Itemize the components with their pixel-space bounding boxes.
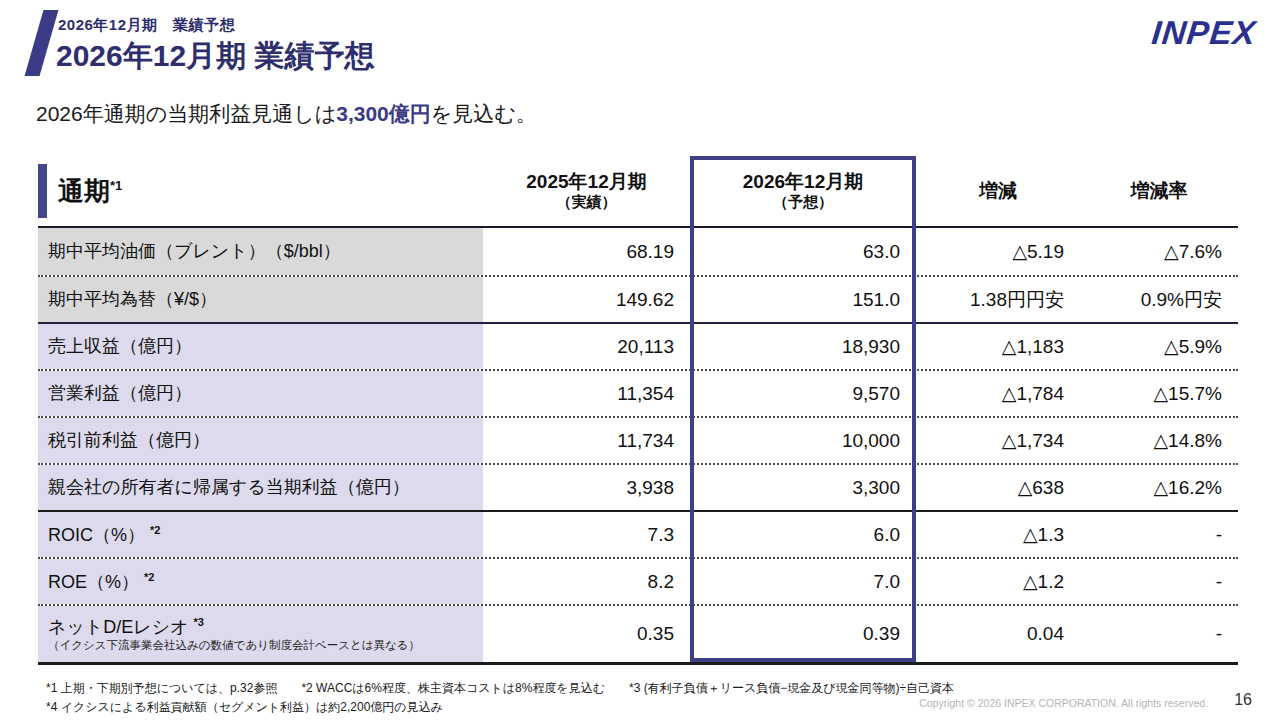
cell-change: △638 <box>916 465 1080 510</box>
corner-title-text: 通期 <box>58 176 110 206</box>
cell-change-rate: △15.7% <box>1080 371 1238 416</box>
column-header-change-rate: 増減率 <box>1080 156 1238 226</box>
cell-change: △1,183 <box>916 324 1080 369</box>
cell-2026: 63.0 <box>690 228 916 275</box>
page-title: 2026年12月期 業績予想 <box>56 36 374 77</box>
table-row-net-profit: 親会社の所有者に帰属する当期利益（億円） 3,938 3,300 △638 △1… <box>38 463 1238 510</box>
cell-2025: 0.35 <box>483 606 690 662</box>
cell-2025: 7.3 <box>483 512 690 557</box>
row-label: 売上収益（億円） <box>38 324 483 369</box>
row-label: ROE（%） *2 <box>38 559 483 604</box>
cell-2025: 3,938 <box>483 465 690 510</box>
cell-change-rate: 0.9%円安 <box>1080 277 1238 322</box>
cell-2026: 0.39 <box>690 606 916 662</box>
cell-change: △1.3 <box>916 512 1080 557</box>
cell-change-rate: - <box>1080 606 1238 662</box>
cell-change-rate: △7.6% <box>1080 228 1238 275</box>
column-header-2025-sub: （実績） <box>557 193 617 210</box>
cell-2025: 149.62 <box>483 277 690 322</box>
row-label: ネットD/Eレシオ *3 （イクシス下流事業会社込みの数値であり制度会計ベースと… <box>38 606 483 662</box>
table-row-operating-profit: 営業利益（億円） 11,354 9,570 △1,784 △15.7% <box>38 369 1238 416</box>
key-message-post: を見込む。 <box>431 102 537 125</box>
cell-2025: 68.19 <box>483 228 690 275</box>
table-header-row: 通期*1 2025年12月期 （実績） 2026年12月期 （予想） 増減 増減… <box>38 156 1238 228</box>
table-row-net-de-ratio: ネットD/Eレシオ *3 （イクシス下流事業会社込みの数値であり制度会計ベースと… <box>38 604 1238 662</box>
cell-2026: 6.0 <box>690 512 916 557</box>
cell-2025: 8.2 <box>483 559 690 604</box>
row-label: 期中平均油価（ブレント）（$/bbl） <box>38 228 483 275</box>
row-label: 親会社の所有者に帰属する当期利益（億円） <box>38 465 483 510</box>
cell-change: 0.04 <box>916 606 1080 662</box>
cell-change-rate: - <box>1080 512 1238 557</box>
cell-change-rate: △16.2% <box>1080 465 1238 510</box>
row-label-note: （イクシス下流事業会社込みの数値であり制度会計ベースとは異なる） <box>48 639 420 652</box>
page-number: 16 <box>1234 691 1252 709</box>
key-message-pre: 2026年通期の当期利益見通しは <box>36 102 336 125</box>
table-row-roe: ROE（%） *2 8.2 7.0 △1.2 - <box>38 557 1238 604</box>
table-corner-header: 通期*1 <box>38 156 483 226</box>
footnote-line-2: *4 イクシスによる利益貢献額（セグメント利益）は約2,200億円の見込み <box>46 698 954 717</box>
row-label: 営業利益（億円） <box>38 371 483 416</box>
row-label: 税引前利益（億円） <box>38 418 483 463</box>
footnote-line-1: *1 上期・下期別予想については、p.32参照 *2 WACCは6%程度、株主資… <box>46 679 954 698</box>
column-header-change: 増減 <box>916 156 1080 226</box>
cell-2026: 10,000 <box>690 418 916 463</box>
cell-change-rate: - <box>1080 559 1238 604</box>
cell-change: △1.2 <box>916 559 1080 604</box>
key-message-highlight: 3,300億円 <box>336 102 431 125</box>
cell-change: △1,734 <box>916 418 1080 463</box>
column-header-2025: 2025年12月期 （実績） <box>483 156 690 226</box>
column-header-2026-label: 2026年12月期 <box>743 171 863 193</box>
cell-2025: 11,354 <box>483 371 690 416</box>
cell-change: △1,784 <box>916 371 1080 416</box>
column-header-2026-sub: （予想） <box>773 193 833 210</box>
forecast-table: 通期*1 2025年12月期 （実績） 2026年12月期 （予想） 増減 増減… <box>38 156 1238 665</box>
corner-title-sup: *1 <box>110 178 122 193</box>
cell-2025: 20,113 <box>483 324 690 369</box>
footnotes: *1 上期・下期別予想については、p.32参照 *2 WACCは6%程度、株主資… <box>46 679 954 716</box>
corner-title: 通期*1 <box>58 174 122 209</box>
table-row-oil-price: 期中平均油価（ブレント）（$/bbl） 68.19 63.0 △5.19 △7.… <box>38 228 1238 275</box>
cell-2026: 3,300 <box>690 465 916 510</box>
cell-2026: 18,930 <box>690 324 916 369</box>
cell-change-rate: △5.9% <box>1080 324 1238 369</box>
cell-2026: 9,570 <box>690 371 916 416</box>
slide-eyebrow: 2026年12月期 業績予想 <box>58 16 235 35</box>
cell-2026: 7.0 <box>690 559 916 604</box>
key-message: 2026年通期の当期利益見通しは3,300億円を見込む。 <box>36 100 537 128</box>
row-label: 期中平均為替（¥/$） <box>38 277 483 322</box>
corner-accent-bar <box>38 164 47 218</box>
slide: 2026年12月期 業績予想 2026年12月期 業績予想 INPEX 2026… <box>0 0 1280 720</box>
table-row-fx-rate: 期中平均為替（¥/$） 149.62 151.0 1.38円円安 0.9%円安 <box>38 275 1238 322</box>
cell-change-rate: △14.8% <box>1080 418 1238 463</box>
column-header-2025-label: 2025年12月期 <box>526 171 646 193</box>
copyright-notice: Copyright © 2026 INPEX CORPORATION. All … <box>919 697 1208 709</box>
slide-accent-mark-icon <box>25 10 59 76</box>
table-row-revenue: 売上収益（億円） 20,113 18,930 △1,183 △5.9% <box>38 322 1238 369</box>
table-row-pretax-profit: 税引前利益（億円） 11,734 10,000 △1,734 △14.8% <box>38 416 1238 463</box>
inpex-logo: INPEX <box>1150 14 1258 52</box>
cell-2025: 11,734 <box>483 418 690 463</box>
cell-change: △5.19 <box>916 228 1080 275</box>
cell-change: 1.38円円安 <box>916 277 1080 322</box>
cell-2026: 151.0 <box>690 277 916 322</box>
table-row-roic: ROIC（%） *2 7.3 6.0 △1.3 - <box>38 510 1238 557</box>
row-label: ROIC（%） *2 <box>38 512 483 557</box>
column-header-2026: 2026年12月期 （予想） <box>690 156 916 226</box>
